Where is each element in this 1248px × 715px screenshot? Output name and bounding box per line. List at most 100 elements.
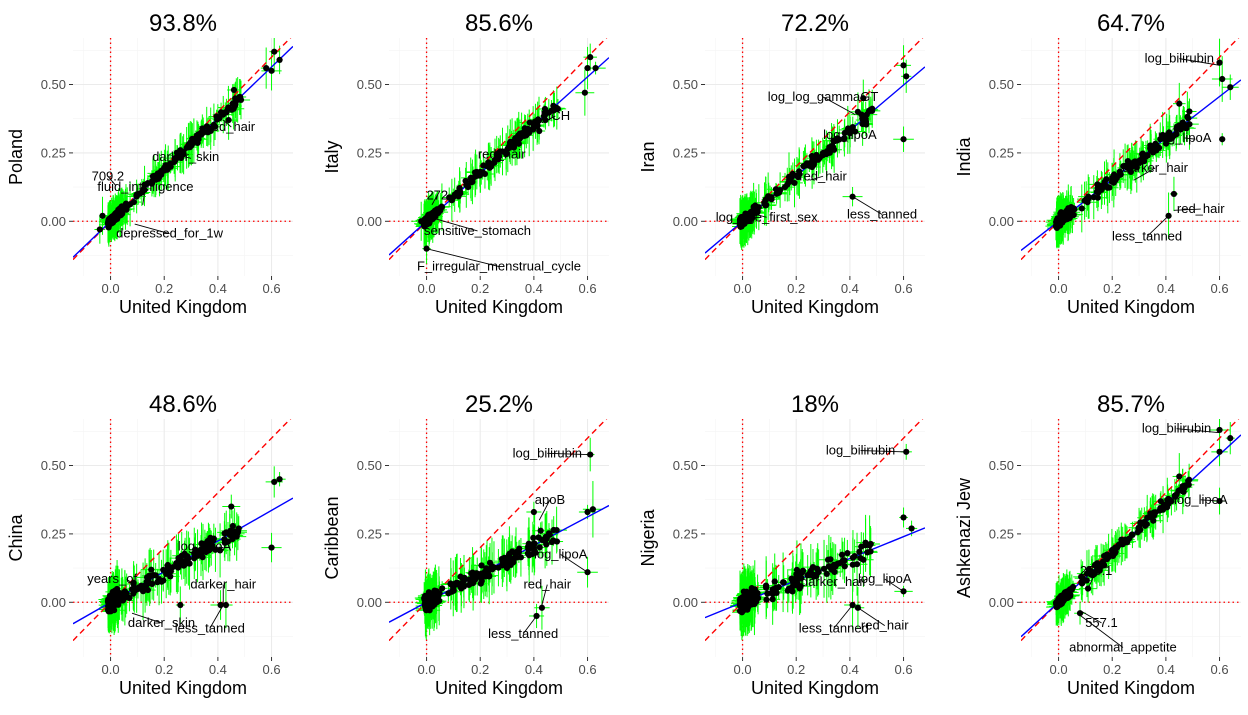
x-tick-label: 0.4 <box>525 662 543 677</box>
annotation-label: 709.2 <box>92 168 125 183</box>
data-point <box>512 135 519 142</box>
data-point <box>276 56 283 63</box>
data-point <box>263 64 270 72</box>
x-tick-label: 0.6 <box>894 281 912 296</box>
data-point <box>186 560 193 567</box>
x-tick-label: 0.4 <box>209 281 227 296</box>
data-point <box>162 162 169 169</box>
annotation-leader <box>1179 58 1220 66</box>
data-point <box>468 570 475 577</box>
annotation-label: MCH <box>541 108 571 123</box>
data-point <box>177 601 184 609</box>
data-point <box>480 162 487 169</box>
data-point <box>119 210 126 217</box>
annotation-label: log_age_first_sex <box>716 209 818 224</box>
data-point <box>584 569 591 576</box>
data-point <box>197 546 205 553</box>
data-point <box>133 191 140 198</box>
data-point <box>185 555 192 562</box>
data-point <box>900 62 907 69</box>
data-point <box>193 132 201 139</box>
annotation-leader <box>185 156 192 159</box>
data-point <box>192 546 199 553</box>
data-point <box>1104 184 1111 191</box>
panel-7: log_bilirubinlog_lipoAdarker_hairless_ta… <box>638 391 925 698</box>
x-tick-label: 0.4 <box>525 281 543 296</box>
data-point <box>111 587 119 594</box>
annotation-label: red_hair <box>478 146 526 161</box>
x-tick-label: 0.6 <box>262 281 280 296</box>
panel-5: log_lipoA years_of_edu darker_hair darker_s… <box>6 391 293 698</box>
data-point <box>96 226 103 233</box>
points <box>418 54 599 252</box>
y-tick-label: 0.25 <box>41 145 66 160</box>
annotation-label: less_tanned <box>488 626 558 641</box>
points <box>104 476 283 615</box>
annotation-leader <box>501 144 508 155</box>
data-point <box>553 538 561 545</box>
data-point <box>803 160 810 167</box>
chart-title: 48.6% <box>149 391 217 418</box>
data-point <box>521 125 528 132</box>
data-point <box>1170 190 1178 198</box>
data-point <box>537 527 544 534</box>
data-point <box>456 188 464 195</box>
annotation-label: years_of_edu <box>87 571 166 586</box>
plot-area <box>389 419 609 657</box>
annotation-leader <box>1173 208 1201 211</box>
data-point <box>530 544 537 551</box>
data-point <box>860 95 867 102</box>
data-point <box>1065 212 1072 220</box>
data-point <box>738 215 746 222</box>
panel-3: log_log_gammaGT log_lipoA red_hair less_tan… <box>638 10 925 317</box>
data-point <box>469 178 476 185</box>
data-point <box>222 601 230 609</box>
data-point <box>200 127 207 135</box>
data-point <box>210 535 217 542</box>
data-point <box>426 214 434 221</box>
y-axis-label: Caribbean <box>322 496 342 579</box>
data-point <box>854 108 862 115</box>
chart-title: 85.6% <box>465 10 533 37</box>
data-point <box>271 478 278 486</box>
annotations: log_bilirubin apoB log_lipoA red_hair less_t… <box>488 445 588 641</box>
data-point <box>228 503 235 510</box>
data-point <box>587 54 594 61</box>
data-point <box>788 174 795 181</box>
data-point <box>1186 108 1193 115</box>
x-axis-label: United Kingdom <box>119 678 247 698</box>
data-point <box>163 570 170 577</box>
points <box>96 48 283 233</box>
data-point <box>206 539 214 546</box>
data-point <box>538 604 546 611</box>
annotation-leader <box>126 578 133 584</box>
data-point <box>1153 142 1160 149</box>
data-point <box>1180 121 1187 128</box>
data-point <box>530 126 537 133</box>
data-point <box>203 548 210 556</box>
data-point <box>550 102 557 109</box>
data-point <box>477 574 485 582</box>
y-tick-label: 0.25 <box>41 526 66 541</box>
data-point <box>486 559 494 566</box>
data-point <box>828 143 835 150</box>
data-point <box>548 538 556 546</box>
x-tick-label: 0.2 <box>1103 281 1121 296</box>
data-point <box>581 89 588 96</box>
grid <box>389 419 609 657</box>
error-bars <box>414 437 603 640</box>
annotation-leader <box>204 545 224 549</box>
x-tick-label: 0.2 <box>471 281 489 296</box>
annotation-label: red_hair <box>799 168 847 183</box>
data-point <box>220 111 227 118</box>
data-point <box>158 171 165 178</box>
x-tick-label: 0.0 <box>418 662 436 677</box>
data-point <box>460 583 468 590</box>
data-point <box>503 151 510 158</box>
data-point <box>1165 136 1172 143</box>
data-point <box>224 105 231 113</box>
data-point <box>508 140 515 147</box>
x-tick-label: 0.6 <box>578 662 596 677</box>
data-point <box>105 221 112 228</box>
data-point <box>512 554 519 561</box>
